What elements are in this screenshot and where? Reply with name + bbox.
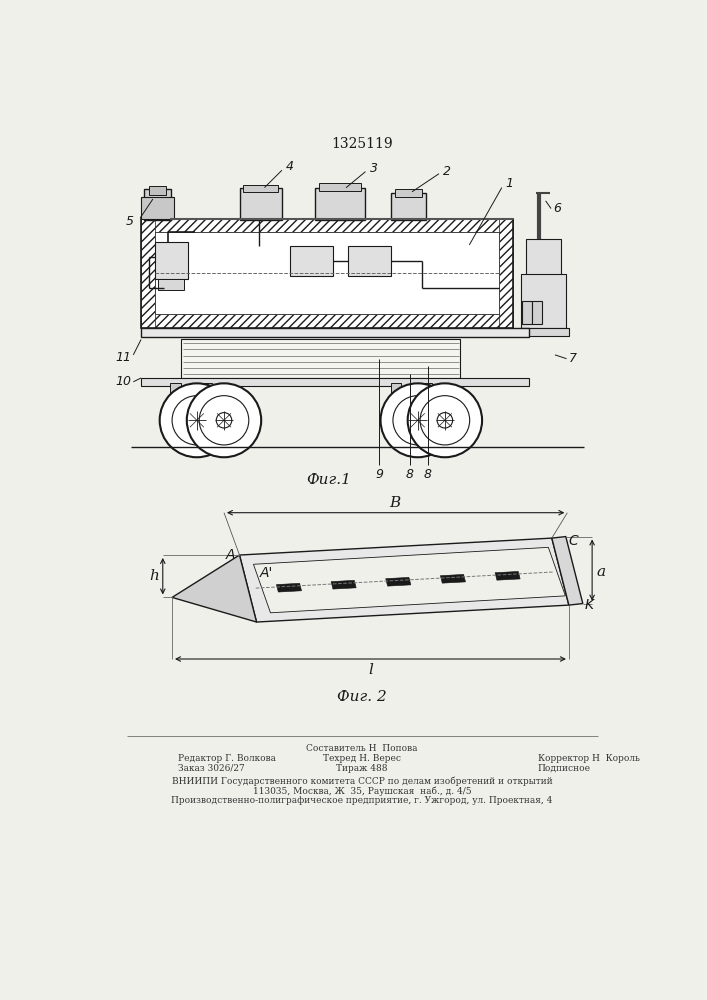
Text: Корректор Н  Король: Корректор Н Король — [538, 754, 640, 763]
Text: 5: 5 — [125, 215, 134, 228]
Text: K: K — [585, 598, 593, 612]
Bar — [141, 328, 529, 337]
Polygon shape — [386, 577, 411, 586]
Text: h: h — [149, 569, 159, 583]
Text: 6: 6 — [554, 202, 561, 215]
Polygon shape — [172, 555, 257, 622]
Bar — [319, 183, 361, 191]
Bar — [141, 197, 174, 219]
Bar — [395, 189, 421, 197]
Circle shape — [172, 396, 222, 445]
Polygon shape — [552, 537, 583, 605]
Bar — [182, 339, 460, 378]
Circle shape — [199, 396, 249, 445]
Bar — [243, 185, 279, 192]
Text: ВНИИПИ Государственного комитета СССР по делам изобретений и открытий: ВНИИПИ Государственного комитета СССР по… — [172, 776, 552, 786]
Text: a: a — [596, 565, 605, 579]
Polygon shape — [331, 580, 356, 589]
Bar — [391, 383, 402, 397]
Polygon shape — [440, 574, 465, 583]
Text: Подписное: Подписное — [538, 764, 591, 773]
Circle shape — [160, 383, 234, 457]
Text: Заказ 3026/27: Заказ 3026/27 — [177, 764, 244, 773]
Bar — [499, 219, 513, 328]
Bar — [155, 242, 187, 279]
Text: 7: 7 — [569, 352, 577, 365]
Bar — [518, 328, 569, 336]
Text: 1325119: 1325119 — [331, 137, 393, 151]
Text: Тираж 488: Тираж 488 — [337, 764, 387, 773]
Text: B: B — [390, 496, 401, 510]
Text: 1: 1 — [506, 177, 513, 190]
Text: A: A — [226, 548, 235, 562]
Text: 3: 3 — [370, 162, 378, 175]
Bar — [155, 232, 499, 314]
Text: 113035, Москва, Ж  35, Раушская  наб., д. 4/5: 113035, Москва, Ж 35, Раушская наб., д. … — [252, 786, 472, 796]
Circle shape — [408, 383, 482, 457]
Text: Фиг.1: Фиг.1 — [306, 473, 351, 487]
Circle shape — [437, 413, 452, 428]
Circle shape — [393, 396, 443, 445]
Bar — [170, 383, 180, 397]
Bar — [201, 383, 211, 397]
Bar — [141, 219, 513, 232]
Circle shape — [420, 396, 469, 445]
Bar — [141, 314, 513, 328]
Text: 9: 9 — [375, 468, 383, 481]
Bar — [391, 193, 426, 220]
Text: C: C — [569, 534, 578, 548]
Bar — [348, 246, 391, 276]
Bar — [141, 378, 529, 386]
Circle shape — [216, 413, 232, 428]
Circle shape — [380, 383, 455, 457]
Bar — [421, 383, 433, 397]
Polygon shape — [253, 547, 566, 613]
Text: 11: 11 — [115, 351, 131, 364]
Bar — [144, 189, 171, 220]
Bar — [315, 188, 365, 220]
Bar — [158, 279, 185, 290]
Text: Фиг. 2: Фиг. 2 — [337, 690, 387, 704]
Circle shape — [187, 383, 261, 457]
Circle shape — [189, 413, 204, 428]
Bar — [526, 239, 561, 301]
Text: Техред Н. Верес: Техред Н. Верес — [323, 754, 401, 763]
Bar — [141, 219, 155, 328]
Text: Производственно-полиграфическое предприятие, г. Ужгород, ул. Проектная, 4: Производственно-полиграфическое предприя… — [171, 796, 553, 805]
Text: 2: 2 — [443, 165, 451, 178]
Polygon shape — [276, 583, 301, 592]
Bar — [522, 301, 532, 324]
Circle shape — [410, 413, 426, 428]
Text: A': A' — [259, 566, 273, 580]
Text: l: l — [368, 663, 373, 677]
Bar — [149, 186, 166, 195]
Polygon shape — [495, 571, 520, 580]
Bar — [532, 301, 542, 324]
Text: 8: 8 — [423, 468, 432, 481]
Bar — [141, 219, 513, 328]
Text: Редактор Г. Волкова: Редактор Г. Волкова — [177, 754, 276, 763]
Text: 8: 8 — [406, 468, 414, 481]
Text: 10: 10 — [115, 375, 131, 388]
Bar — [290, 246, 332, 276]
Bar — [240, 188, 282, 220]
Bar — [521, 274, 566, 328]
Polygon shape — [240, 538, 569, 622]
Text: 4: 4 — [286, 160, 294, 173]
Text: Составитель Н  Попова: Составитель Н Попова — [306, 744, 418, 753]
